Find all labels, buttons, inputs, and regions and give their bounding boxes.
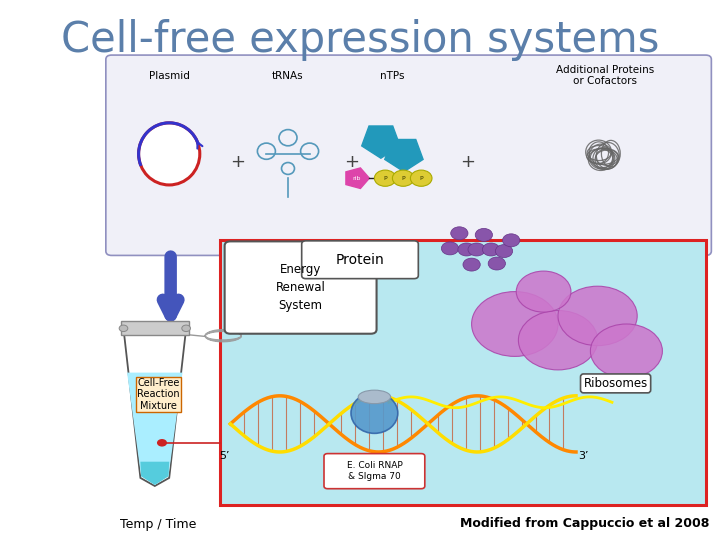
FancyBboxPatch shape [324,454,425,489]
Polygon shape [127,373,183,485]
Ellipse shape [138,123,199,185]
Circle shape [463,258,480,271]
Circle shape [516,271,571,312]
Circle shape [590,324,662,378]
Text: E. Coli RNAP
& SIgma 70: E. Coli RNAP & SIgma 70 [346,461,402,482]
Text: +: + [230,153,245,171]
Text: P: P [419,176,423,181]
Text: 5’: 5’ [220,451,230,461]
Text: +: + [344,153,359,171]
Text: P: P [383,176,387,181]
Text: 3’: 3’ [578,451,588,461]
Text: rib: rib [352,176,361,181]
FancyBboxPatch shape [225,241,377,334]
Circle shape [488,257,505,270]
Text: Temp / Time: Temp / Time [120,518,197,531]
Text: Protein: Protein [336,253,384,267]
Text: Cell-Free
Reaction
Mixture: Cell-Free Reaction Mixture [137,377,180,411]
Circle shape [558,286,637,346]
Text: Additional Proteins
or Cofactors: Additional Proteins or Cofactors [556,65,654,86]
Circle shape [468,243,485,256]
Circle shape [441,242,459,255]
FancyBboxPatch shape [302,241,418,279]
Ellipse shape [351,393,397,433]
Text: nTPs: nTPs [380,71,405,80]
Text: Energy
Renewal
System: Energy Renewal System [276,263,325,312]
Circle shape [518,310,598,370]
Circle shape [451,227,468,240]
Circle shape [374,170,396,186]
Circle shape [503,234,520,247]
Circle shape [181,325,191,332]
Polygon shape [140,462,169,485]
Circle shape [392,170,414,186]
Ellipse shape [359,390,391,404]
Circle shape [495,245,513,258]
Text: Ribosomes: Ribosomes [583,377,648,390]
Bar [121,321,189,335]
Text: +: + [461,153,475,171]
Polygon shape [361,126,400,158]
Circle shape [482,243,500,256]
Circle shape [475,228,492,241]
Text: Modified from Cappuccio et al 2008: Modified from Cappuccio et al 2008 [460,517,709,530]
Circle shape [472,292,558,356]
Circle shape [119,325,128,332]
Circle shape [458,243,475,256]
Polygon shape [384,139,423,172]
Circle shape [157,439,167,447]
Polygon shape [124,335,186,486]
Circle shape [410,170,432,186]
Text: Plasmid: Plasmid [149,71,189,80]
Text: P: P [401,176,405,181]
Text: tRNAs: tRNAs [272,71,304,80]
Polygon shape [346,168,369,188]
Bar [220,240,706,505]
FancyBboxPatch shape [106,55,711,255]
Text: Cell-free expression systems: Cell-free expression systems [60,19,660,61]
